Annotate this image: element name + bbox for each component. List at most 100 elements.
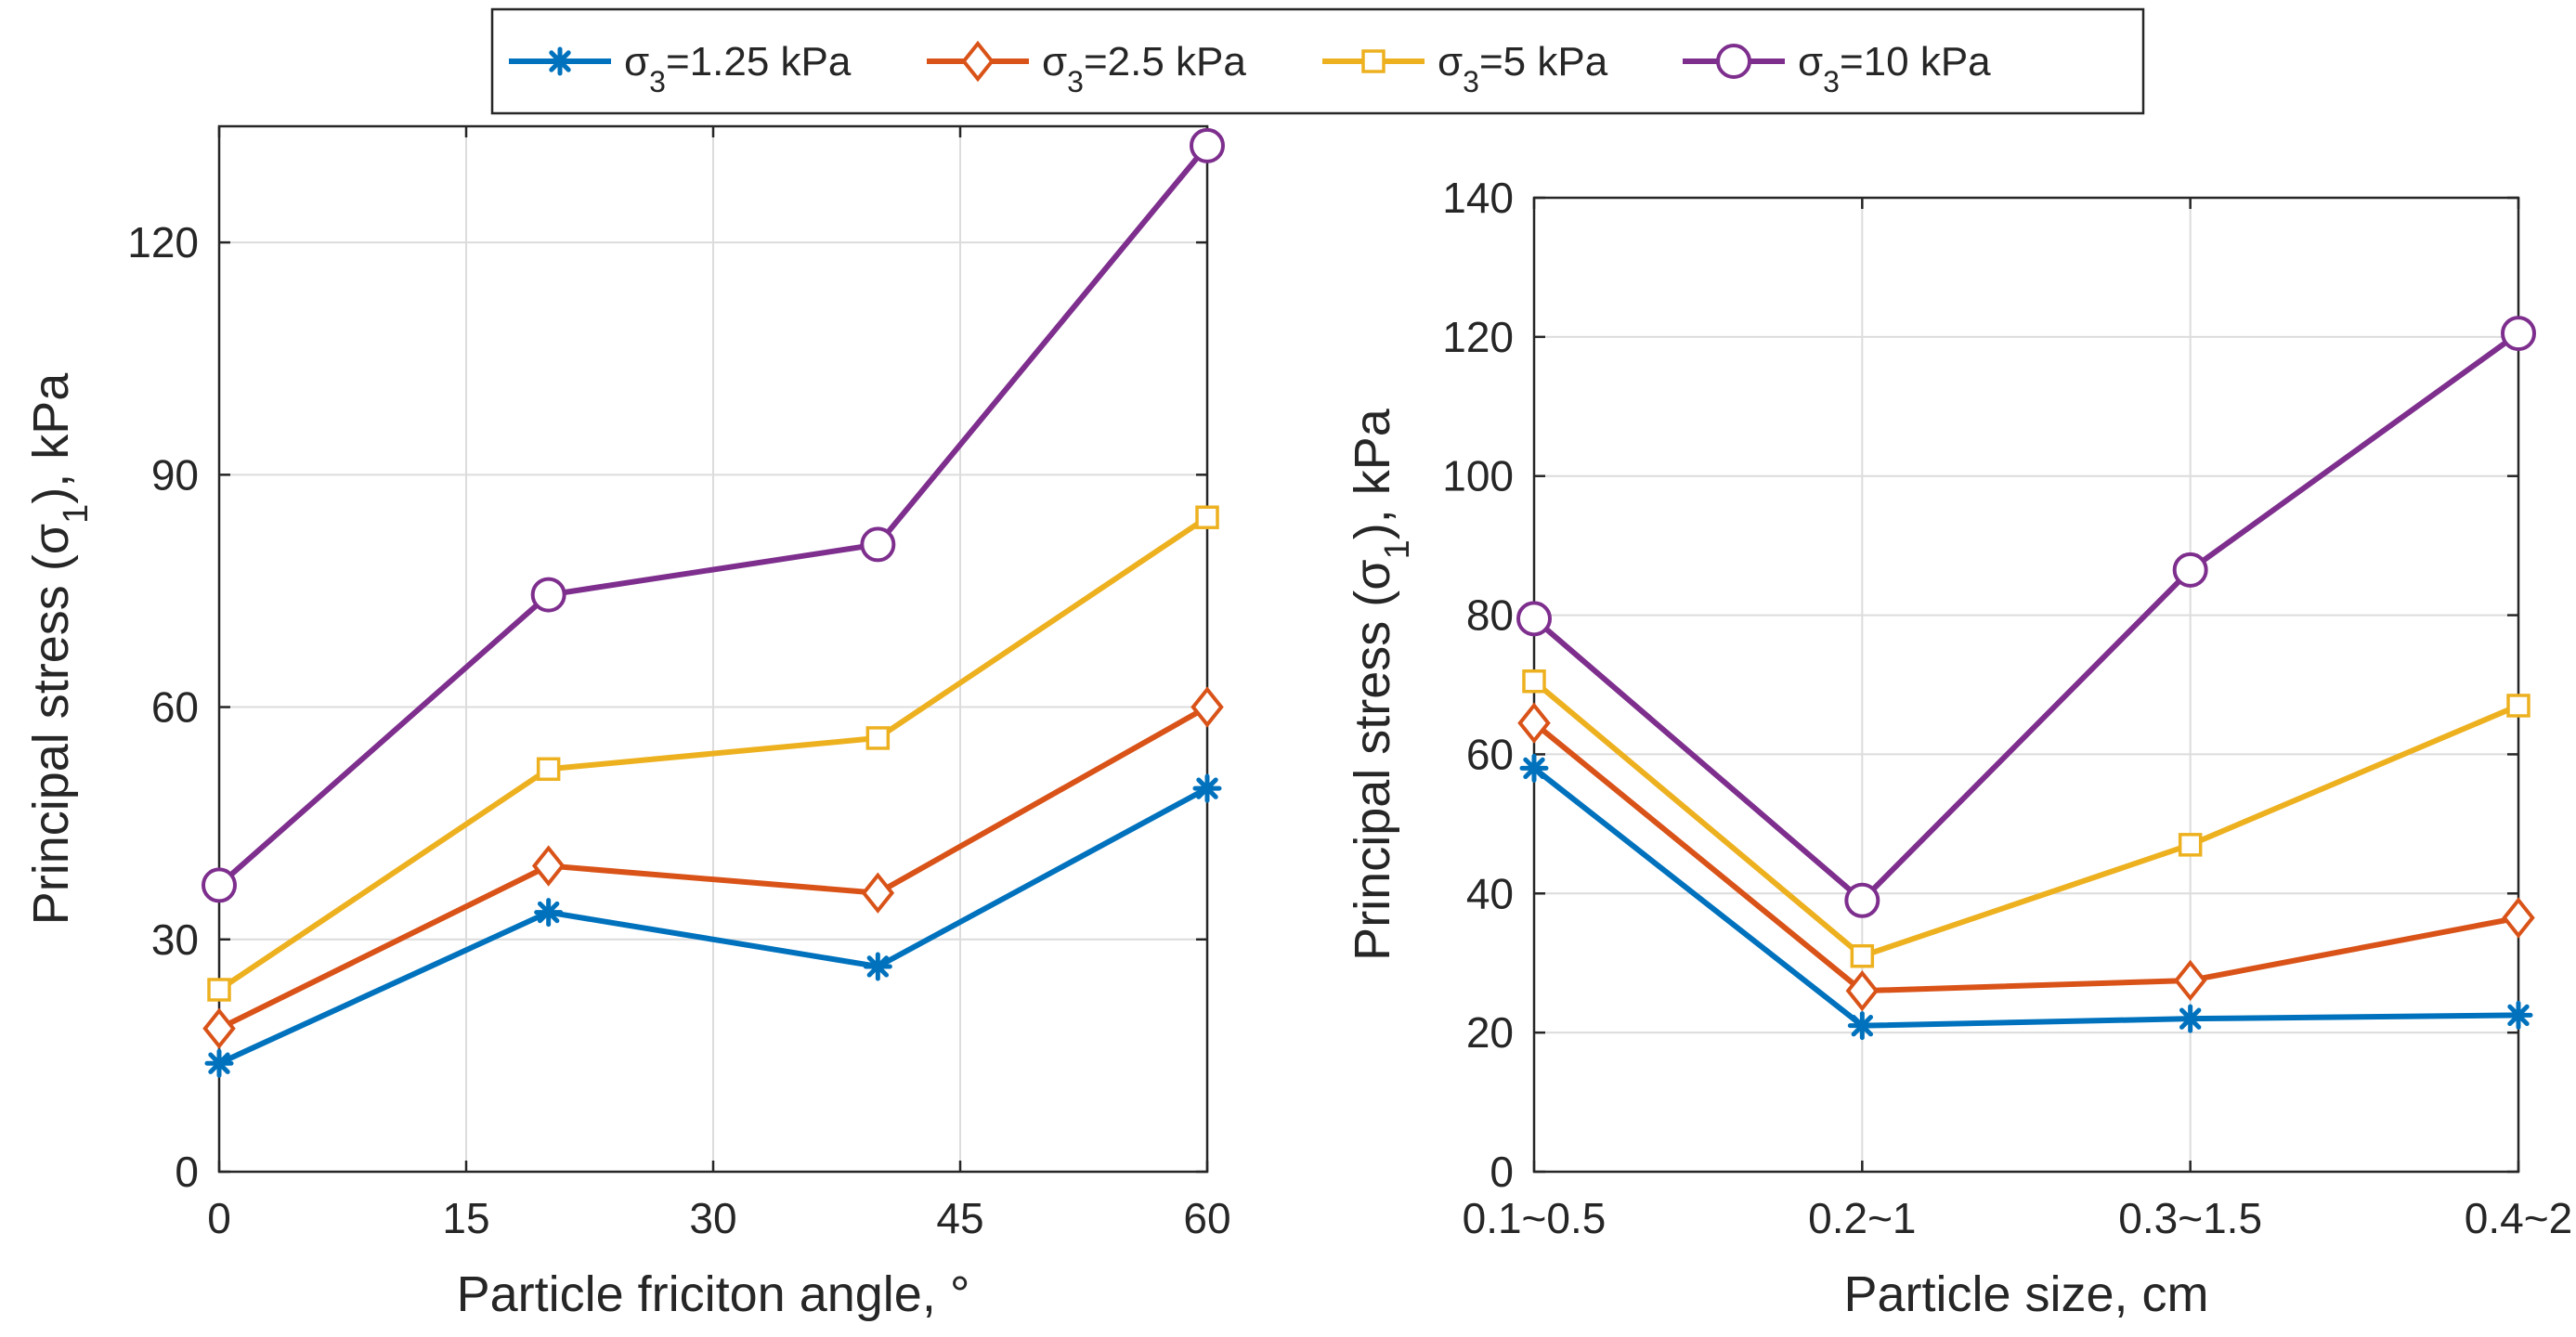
series-2 <box>202 686 1224 1049</box>
series-4 <box>1516 316 2536 918</box>
x-tick-label: 60 <box>1183 1194 1230 1242</box>
legend-label-sub: 3 <box>1463 65 1479 98</box>
data-point <box>2172 552 2208 588</box>
data-point <box>2506 694 2530 718</box>
y-axis-label-tail: ), kPa <box>1345 408 1400 539</box>
legend-label-sub: 3 <box>649 65 666 98</box>
legend-entry-4: σ3=10 kPa <box>1683 39 1991 98</box>
y-tick-label: 40 <box>1466 869 1514 917</box>
y-tick-label: 100 <box>1442 452 1514 500</box>
data-point <box>530 577 566 613</box>
data-point <box>861 872 895 914</box>
data-point <box>865 726 891 750</box>
series-1 <box>204 773 1222 1078</box>
data-point <box>2176 1004 2205 1033</box>
x-tick-label: 45 <box>936 1194 983 1242</box>
legend-label: σ3=2.5 kPa <box>1042 39 1246 98</box>
legend-label: σ3=5 kPa <box>1438 39 1608 98</box>
data-point <box>1192 773 1222 803</box>
y-axis-label-tail: ), kPa <box>23 372 79 504</box>
legend-label-sub: 3 <box>1067 65 1084 98</box>
y-tick-label: 0 <box>1490 1148 1514 1196</box>
data-point <box>1516 601 1552 637</box>
legend-label-tail: =10 kPa <box>1840 39 1991 84</box>
data-point <box>1522 669 1546 694</box>
data-point <box>1850 943 1875 968</box>
data-point <box>204 1048 234 1078</box>
legend-entry-3: σ3=5 kPa <box>1322 39 1608 98</box>
legend-label-sub: 3 <box>1823 65 1840 98</box>
data-point <box>2173 959 2207 1002</box>
legend-label: σ3=1.25 kPa <box>624 39 852 98</box>
chart-particle-size: 0.1~0.5 0.2~1 0.3~1.5 0.4~2 0 20 40 60 80 100 120 1… <box>1345 174 2572 1322</box>
series-line <box>1532 766 2519 1029</box>
x-tick-label: 0.2~1 <box>1808 1194 1916 1242</box>
data-point <box>2502 897 2535 939</box>
legend-box <box>490 7 2145 115</box>
legend-label-tail: =1.25 kPa <box>666 39 852 84</box>
legend-entry-2: σ3=2.5 kPa <box>927 39 1246 98</box>
y-tick-label: 80 <box>1466 591 1514 640</box>
series-line <box>1532 720 2519 994</box>
series-3 <box>1522 669 2530 968</box>
x-tick-label: 15 <box>442 1194 489 1242</box>
x-axis-label: Particle size, cm <box>1843 1266 2208 1322</box>
y-tick-label: 30 <box>151 915 199 964</box>
legend-swatch-marker <box>1716 44 1751 79</box>
x-tick-label: 30 <box>689 1194 736 1242</box>
series-line <box>1532 679 2520 959</box>
legend: σ3=1.25 kPa σ3=2.5 kPa σ3=5 kPa σ3=10 kPa <box>490 7 2145 115</box>
y-axis-label-sub: 1 <box>1378 539 1417 559</box>
data-point <box>863 952 892 981</box>
x-tick-label: 0.1~0.5 <box>1463 1194 1607 1242</box>
legend-label-tail: =2.5 kPa <box>1084 39 1246 84</box>
data-point <box>531 845 566 887</box>
legend-entry-1: σ3=1.25 kPa <box>509 39 852 98</box>
legend-label-main: σ <box>1042 39 1067 84</box>
series-line <box>217 514 1209 993</box>
y-axis-label: Principal stress (σ1), kPa <box>1345 408 1417 961</box>
x-axis-label: Particle friciton angle, ° <box>457 1266 970 1322</box>
x-tick-label: 0.3~1.5 <box>2118 1194 2262 1242</box>
data-point <box>1190 686 1224 728</box>
series-line <box>217 785 1209 1066</box>
legend-swatch-marker <box>1361 49 1386 73</box>
legend-label: σ3=10 kPa <box>1798 39 1991 98</box>
x-tick-label: 0.4~2 <box>2465 1194 2572 1242</box>
data-point <box>1519 753 1549 783</box>
y-tick-label: 0 <box>175 1148 199 1196</box>
data-point <box>2504 1000 2533 1030</box>
y-axis-label-main: Principal stress (σ <box>23 524 79 925</box>
chart-friction-angle: 0 15 30 45 60 0 30 60 90 120 Particle friciton an… <box>23 124 1231 1322</box>
data-point <box>1517 702 1551 744</box>
legend-swatch-marker <box>961 40 995 83</box>
data-point <box>536 757 561 782</box>
data-point <box>202 867 237 903</box>
y-axis-label: Principal stress (σ1), kPa <box>23 372 96 926</box>
series-1 <box>1519 753 2533 1041</box>
y-axis-label-main: Principal stress (σ <box>1345 559 1400 960</box>
series-line <box>1532 331 2520 903</box>
x-tick-label: 0 <box>207 1194 231 1242</box>
data-point <box>2178 833 2203 857</box>
legend-label-main: σ <box>624 39 649 84</box>
series-line <box>217 704 1209 1032</box>
series-line <box>217 143 1210 888</box>
y-tick-label: 90 <box>151 450 199 499</box>
y-tick-label: 20 <box>1466 1008 1514 1057</box>
data-point <box>202 1007 236 1049</box>
y-tick-label: 120 <box>127 218 199 266</box>
legend-label-main: σ <box>1438 39 1463 84</box>
plot-area-box <box>1532 196 2520 1174</box>
data-point <box>534 898 564 928</box>
data-point <box>207 978 231 1002</box>
y-tick-label: 60 <box>151 683 199 732</box>
data-point <box>1190 127 1225 163</box>
data-point <box>1845 969 1880 1012</box>
data-point <box>1847 1011 1877 1041</box>
y-tick-label: 120 <box>1442 313 1514 361</box>
series-4 <box>202 127 1225 903</box>
data-point <box>1844 882 1880 918</box>
